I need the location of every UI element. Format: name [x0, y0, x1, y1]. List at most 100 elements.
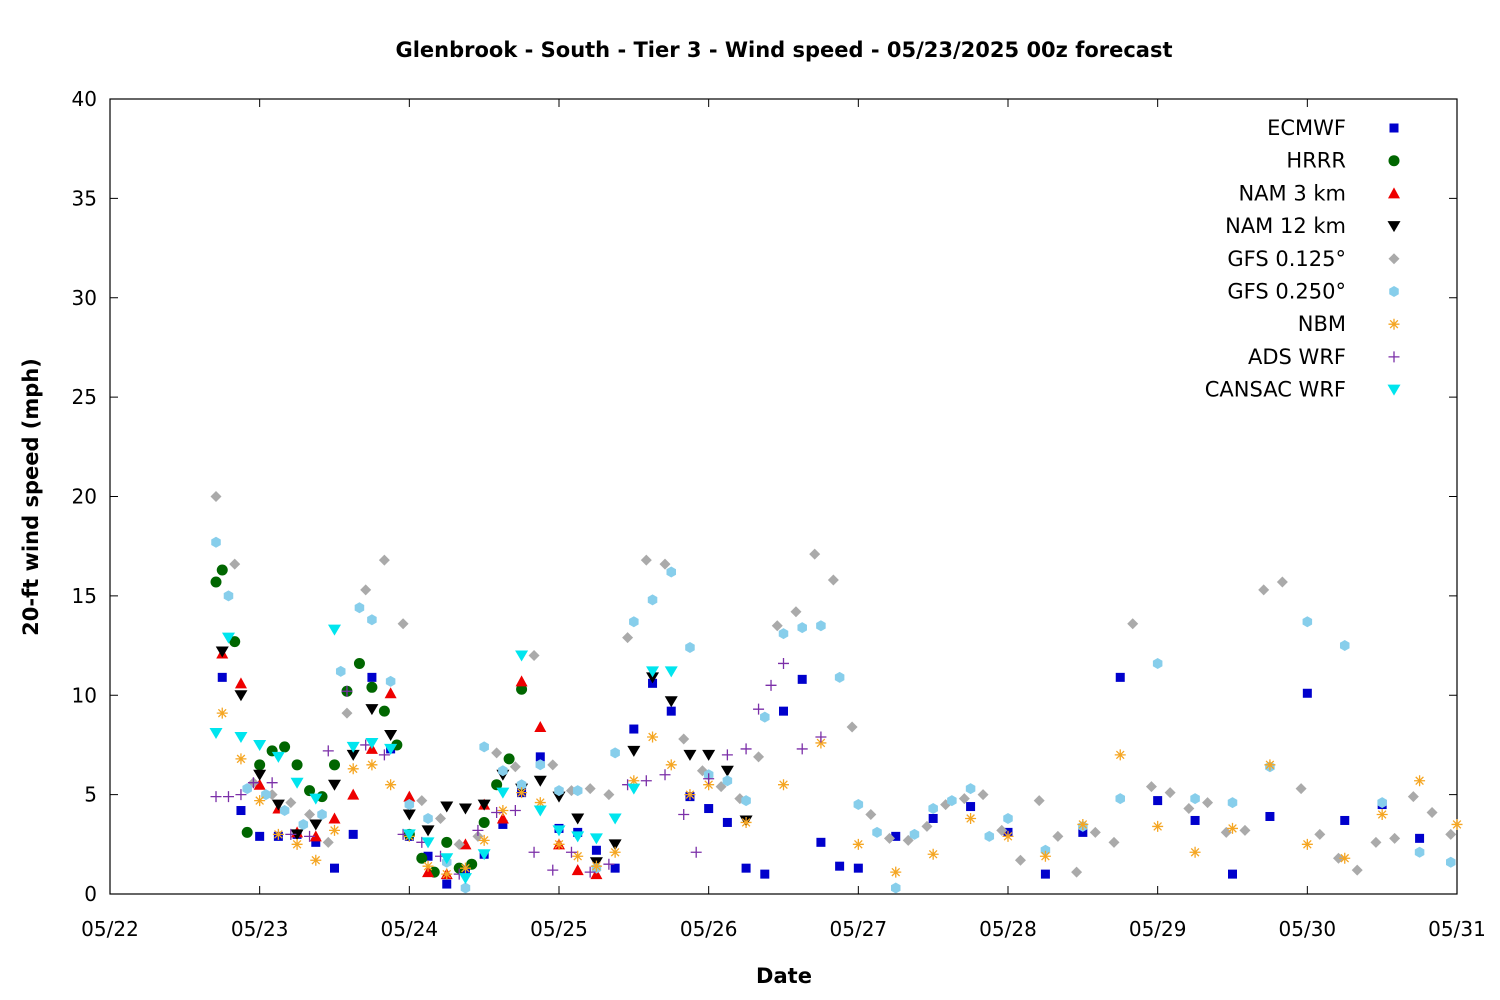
data-point — [279, 741, 291, 753]
data-point — [703, 773, 715, 785]
data-point — [921, 820, 933, 832]
data-point — [247, 777, 259, 789]
data-point — [498, 819, 508, 829]
y-tick-label: 20 — [72, 485, 97, 509]
data-point — [309, 819, 323, 831]
data-point — [458, 873, 472, 885]
legend-entry-nam-3-km: NAM 3 km — [1238, 181, 1400, 205]
data-point — [603, 789, 615, 801]
data-point — [271, 799, 285, 811]
series-nbm — [216, 707, 1463, 880]
data-point — [328, 624, 341, 636]
data-point — [317, 809, 327, 820]
x-tick-label: 05/23 — [231, 917, 289, 941]
data-point — [834, 671, 845, 683]
data-point — [909, 828, 920, 840]
data-point — [947, 795, 957, 807]
data-point — [528, 650, 540, 661]
data-point — [384, 730, 398, 741]
data-point — [304, 809, 316, 820]
data-point — [1152, 820, 1164, 832]
data-point — [1301, 838, 1313, 850]
data-point — [360, 584, 372, 596]
data-point — [416, 795, 428, 807]
data-point — [378, 705, 390, 717]
legend-entry-ads-wrf: ADS WRF — [1248, 345, 1400, 369]
data-point — [402, 829, 416, 841]
data-point — [928, 803, 938, 815]
data-point — [422, 860, 434, 872]
data-point — [217, 672, 227, 682]
data-point — [341, 707, 353, 719]
y-tick-label: 30 — [72, 286, 97, 310]
data-point — [1426, 807, 1438, 819]
data-point — [440, 853, 454, 865]
data-point — [1014, 854, 1026, 866]
legend-label: ECMWF — [1267, 116, 1346, 140]
y-tick-label: 40 — [72, 87, 97, 111]
data-point — [1407, 791, 1419, 803]
data-point — [509, 805, 521, 817]
data-point — [453, 838, 465, 850]
data-point — [853, 799, 864, 811]
data-point — [1039, 850, 1051, 862]
data-point — [666, 706, 676, 716]
data-point — [329, 824, 340, 836]
data-point — [610, 747, 620, 759]
data-point — [622, 632, 634, 644]
data-point — [472, 830, 484, 842]
data-point — [603, 858, 615, 870]
data-point — [1414, 846, 1425, 858]
chart-title: Glenbrook - South - Tier 3 - Wind speed … — [395, 38, 1172, 62]
data-point — [790, 606, 802, 618]
data-point — [498, 765, 508, 777]
y-tick-label: 25 — [72, 385, 97, 409]
data-point — [765, 679, 777, 691]
data-point — [365, 704, 379, 716]
data-point — [477, 849, 491, 861]
data-point — [1077, 818, 1089, 830]
data-point — [741, 863, 751, 873]
data-point — [291, 759, 303, 771]
data-point — [720, 765, 734, 777]
data-point — [1340, 815, 1350, 825]
legend-label: NAM 3 km — [1238, 181, 1346, 205]
data-point — [659, 769, 671, 781]
data-point — [778, 657, 789, 669]
data-point — [290, 829, 304, 841]
legend-label: NAM 12 km — [1225, 214, 1346, 238]
data-point — [1295, 783, 1307, 795]
data-point — [590, 860, 602, 872]
data-point — [378, 554, 390, 566]
data-point — [329, 759, 340, 771]
data-point — [865, 809, 877, 820]
data-point — [565, 846, 577, 858]
data-point — [328, 779, 341, 791]
data-point — [285, 828, 297, 840]
data-point — [740, 743, 752, 755]
legend-entry-hrrr: HRRR — [1286, 149, 1400, 173]
data-point — [1302, 688, 1312, 698]
data-point — [367, 614, 377, 626]
data-point — [740, 816, 752, 828]
data-point — [234, 677, 247, 689]
data-point — [1276, 576, 1288, 588]
data-point — [741, 795, 751, 807]
data-point — [384, 687, 397, 699]
data-point — [640, 554, 652, 566]
x-axis-label: Date — [756, 964, 812, 988]
data-point — [458, 803, 472, 815]
data-point — [272, 828, 284, 840]
data-point — [311, 837, 321, 847]
x-tick-label: 05/24 — [381, 917, 439, 941]
legend-marker — [1388, 253, 1400, 265]
data-point — [229, 636, 241, 648]
data-point — [1228, 869, 1237, 879]
data-point — [234, 731, 248, 743]
data-point — [1451, 818, 1463, 830]
data-point — [478, 834, 490, 846]
legend-label: GFS 0.125° — [1227, 247, 1346, 271]
data-point — [816, 620, 826, 632]
y-tick-label: 5 — [84, 783, 97, 807]
